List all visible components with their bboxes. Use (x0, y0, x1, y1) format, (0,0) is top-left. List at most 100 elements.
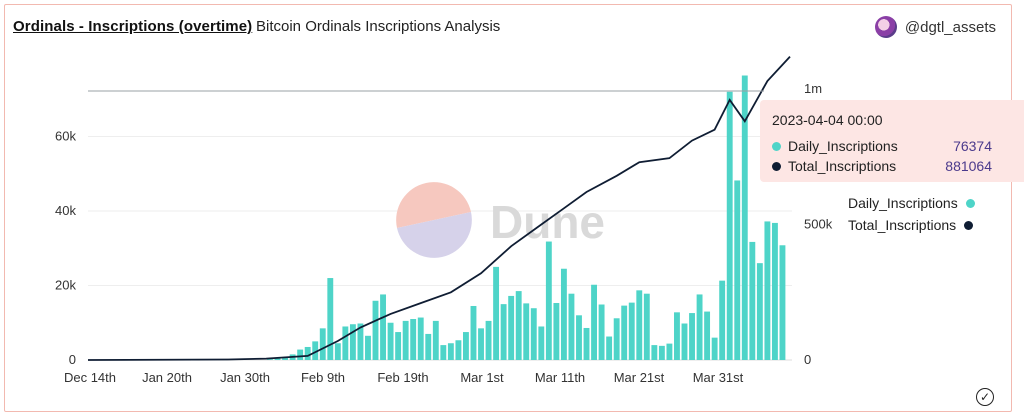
bar-daily (568, 293, 575, 360)
bar-daily (417, 317, 424, 360)
bar-daily (523, 303, 530, 360)
check-circle-icon[interactable]: ✓ (976, 388, 994, 406)
bar-daily (463, 332, 469, 360)
tooltip-date: 2023-04-04 00:00 (772, 112, 883, 128)
y-left-ticks: 0 20k 40k 60k (55, 129, 76, 368)
legend-item-total[interactable]: Total_Inscriptions (848, 214, 975, 236)
bar-daily (365, 335, 371, 360)
bar-daily (553, 303, 560, 360)
bar-daily (666, 343, 673, 360)
legend: Daily_Inscriptions Total_Inscriptions (848, 192, 975, 236)
bar-daily (500, 304, 507, 361)
bar-daily (643, 293, 650, 360)
bar-daily (342, 326, 349, 360)
author-badge[interactable]: @dgtl_assets (874, 16, 996, 38)
bar-daily (545, 241, 552, 360)
tooltip: 2023-04-04 00:00 Daily_Inscriptions 7637… (760, 100, 1024, 182)
bar-daily (651, 345, 658, 360)
watermark-logo-bottom (397, 212, 472, 258)
bar-daily (681, 323, 688, 360)
bar-daily (410, 319, 417, 360)
y-right-tick-label: 0 (804, 352, 811, 367)
bar-daily (387, 322, 394, 360)
watermark-text: Dune (490, 196, 605, 248)
bar-daily (530, 308, 537, 360)
tooltip-row-daily: Daily_Inscriptions 76374 (772, 136, 992, 156)
y-left-tick-label: 60k (55, 129, 76, 144)
chart-subtitle: Bitcoin Ordinals Inscriptions Analysis (256, 18, 501, 35)
y-left-tick-label: 0 (69, 352, 76, 367)
bar-daily (711, 337, 718, 360)
y-left-tick-label: 20k (55, 278, 76, 293)
chart-card (4, 4, 1012, 412)
bar-daily (719, 280, 726, 360)
bar-daily (658, 345, 665, 360)
x-tick-label: Mar 21st (614, 370, 665, 385)
author-handle[interactable]: @dgtl_assets (904, 18, 996, 36)
line-series-total (87, 55, 791, 361)
bar-daily (583, 327, 590, 360)
bar-daily (304, 346, 311, 360)
x-tick-label: Jan 20th (142, 370, 192, 385)
legend-item-daily[interactable]: Daily_Inscriptions (848, 192, 975, 214)
bar-daily (274, 358, 281, 360)
y-right-tick-label: 500k (804, 217, 833, 232)
bar-daily (440, 345, 447, 360)
x-tick-label: Feb 19th (377, 370, 428, 385)
bar-daily (779, 245, 786, 360)
bar-daily (515, 291, 522, 360)
x-ticks: Dec 14th Jan 20th Jan 30th Feb 9th Feb 19th M… (64, 370, 744, 385)
bar-daily (756, 263, 763, 360)
bar-daily (478, 328, 484, 360)
bar-daily (349, 324, 356, 360)
bar-daily (432, 320, 439, 360)
tooltip-total-dot (772, 161, 781, 171)
chart-title[interactable]: Ordinals - Inscriptions (overtime) (13, 18, 253, 35)
tooltip-total-value: 881064 (945, 158, 992, 174)
bar-daily (470, 305, 477, 360)
bar-daily (606, 336, 613, 360)
bar-daily (319, 328, 326, 360)
bar-daily (538, 326, 545, 360)
bar-daily (267, 359, 273, 360)
bar-daily (312, 341, 319, 361)
bar-daily (734, 180, 741, 360)
bar-daily (402, 320, 409, 360)
watermark-logo-top (396, 182, 471, 228)
bar-daily (425, 333, 432, 360)
bar-daily (704, 311, 711, 360)
legend-daily-dot (965, 198, 975, 208)
tooltip-daily-label: Daily_Inscriptions (788, 138, 898, 154)
x-tick-label: Mar 31st (693, 370, 744, 385)
bar-daily (327, 278, 334, 360)
bar-daily (598, 304, 605, 360)
bar-daily (636, 290, 643, 360)
legend-daily-label: Daily_Inscriptions (848, 195, 958, 211)
bar-daily (455, 340, 462, 360)
tooltip-daily-dot (772, 141, 781, 151)
bar-daily (674, 312, 680, 360)
dune-watermark: Dune (396, 182, 605, 258)
x-tick-label: Dec 14th (64, 370, 116, 385)
bar-daily (741, 75, 748, 360)
bar-daily (749, 241, 756, 360)
bar-daily (297, 349, 304, 360)
bar-daily (771, 222, 778, 360)
bar-daily (560, 268, 567, 360)
bar-daily (621, 305, 628, 360)
bar-daily (696, 294, 703, 360)
bar-daily (380, 294, 386, 360)
legend-total-dot (964, 220, 974, 230)
bar-daily (485, 320, 492, 360)
y-right-ticks: 0 500k 1m (804, 81, 833, 367)
bar-daily (447, 343, 454, 360)
bar-daily (726, 91, 733, 361)
x-tick-label: Mar 11th (535, 370, 585, 385)
y-right-tick-label: 1m (804, 81, 822, 96)
x-tick-label: Mar 1st (460, 370, 504, 385)
bar-daily (591, 284, 597, 360)
bar-daily (628, 302, 635, 360)
bar-daily (764, 221, 771, 360)
bar-daily (613, 318, 620, 360)
